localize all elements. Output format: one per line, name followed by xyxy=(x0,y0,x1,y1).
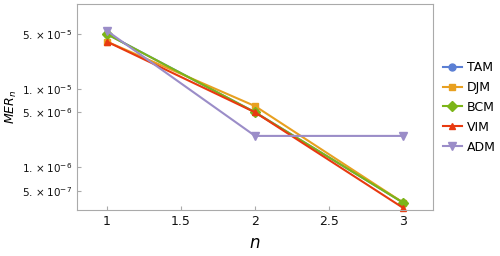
X-axis label: $n$: $n$ xyxy=(250,234,261,252)
BCM xyxy=(252,111,258,114)
ADM xyxy=(400,134,406,137)
DJM xyxy=(104,40,110,43)
Legend: TAM, DJM, BCM, VIM, ADM: TAM, DJM, BCM, VIM, ADM xyxy=(443,61,496,154)
TAM xyxy=(252,111,258,114)
VIM xyxy=(104,40,110,43)
Line: TAM: TAM xyxy=(104,30,407,206)
DJM xyxy=(400,201,406,204)
Line: DJM: DJM xyxy=(104,38,407,206)
VIM xyxy=(400,207,406,210)
DJM xyxy=(252,105,258,108)
ADM xyxy=(104,29,110,32)
ADM xyxy=(252,134,258,137)
Line: BCM: BCM xyxy=(104,30,407,206)
VIM xyxy=(252,111,258,114)
BCM xyxy=(400,201,406,204)
BCM xyxy=(104,33,110,36)
Y-axis label: $MER_n$: $MER_n$ xyxy=(4,90,20,124)
Line: VIM: VIM xyxy=(104,38,407,211)
Line: ADM: ADM xyxy=(102,27,408,140)
TAM xyxy=(400,201,406,204)
TAM xyxy=(104,33,110,36)
